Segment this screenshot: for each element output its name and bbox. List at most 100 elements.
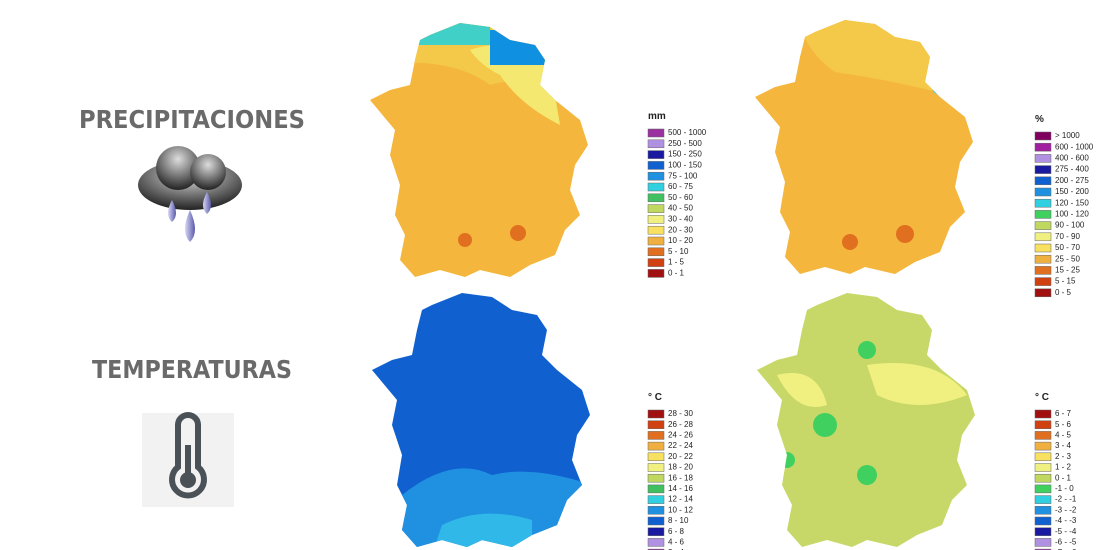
legend-label: 20 - 22 bbox=[668, 452, 693, 461]
legend-label: 5 - 10 bbox=[668, 247, 689, 256]
legend-swatch bbox=[647, 441, 665, 451]
legend-swatch bbox=[1034, 277, 1052, 286]
legend-swatch bbox=[1034, 243, 1052, 253]
legend-swatch bbox=[1034, 431, 1052, 440]
legend-label: 60 - 75 bbox=[668, 182, 693, 191]
legend-swatch bbox=[1034, 210, 1052, 219]
legend-label: 600 - 1000 bbox=[1055, 142, 1094, 151]
legend-unit: % bbox=[1035, 114, 1044, 125]
legend-swatch bbox=[647, 484, 665, 494]
legend-swatch bbox=[647, 193, 665, 203]
legend-label: 2 - 4 bbox=[668, 548, 685, 550]
legend-label: 400 - 600 bbox=[1055, 154, 1089, 163]
legend-swatch bbox=[647, 463, 665, 472]
legend-swatch bbox=[1034, 254, 1052, 264]
legend-swatch bbox=[1034, 484, 1052, 494]
legend-label: 14 - 16 bbox=[668, 484, 693, 493]
legend-label: > 1000 bbox=[1055, 131, 1080, 140]
legend-label: 1 - 2 bbox=[1055, 463, 1072, 472]
legend-label: 50 - 60 bbox=[668, 193, 693, 202]
legend-label: 150 - 250 bbox=[668, 150, 702, 159]
legend-label: -5 - -4 bbox=[1055, 527, 1077, 536]
thermometer-icon bbox=[142, 412, 234, 507]
legend-label: 275 - 400 bbox=[1055, 165, 1089, 174]
legend-swatch bbox=[647, 506, 665, 515]
legend-swatch bbox=[1034, 288, 1052, 298]
legend-swatch bbox=[1034, 506, 1052, 515]
legend-swatch bbox=[1034, 266, 1052, 275]
legend-label: 3 - 4 bbox=[1055, 441, 1072, 450]
legend-label: 0 - 1 bbox=[1055, 473, 1072, 482]
legend-label: 12 - 14 bbox=[668, 495, 693, 504]
legend-label: 6 - 8 bbox=[668, 527, 685, 536]
legend-swatch bbox=[1034, 165, 1052, 174]
legend-label: 2 - 3 bbox=[1055, 452, 1072, 461]
legend-label: 16 - 18 bbox=[668, 473, 693, 482]
legend-label: 0 - 1 bbox=[668, 269, 685, 278]
legend-label: 25 - 50 bbox=[1055, 254, 1080, 263]
legend-label: 4 - 5 bbox=[1055, 431, 1072, 440]
legend-swatch bbox=[1034, 463, 1052, 472]
legend-label: 10 - 12 bbox=[668, 505, 693, 514]
legend-label: 90 - 100 bbox=[1055, 221, 1085, 230]
legend-label: -1 - 0 bbox=[1055, 484, 1074, 493]
legend-label: 0 - 5 bbox=[1055, 288, 1072, 297]
legend-swatch bbox=[647, 495, 665, 504]
legend-swatch bbox=[647, 139, 665, 149]
legend-swatch bbox=[647, 527, 665, 536]
legend-label: 10 - 20 bbox=[668, 236, 693, 245]
legend-swatch bbox=[1034, 441, 1052, 451]
legend-swatch bbox=[647, 473, 665, 483]
legend-swatch bbox=[647, 215, 665, 224]
legend-label: 250 - 500 bbox=[668, 139, 702, 148]
legend-label: -2 - -1 bbox=[1055, 495, 1077, 504]
legend-swatch bbox=[647, 247, 665, 257]
legend-unit: mm bbox=[648, 111, 666, 122]
legend-swatch bbox=[647, 258, 665, 267]
legend-label: 4 - 6 bbox=[668, 538, 685, 547]
legend-swatch bbox=[647, 269, 665, 278]
map bbox=[757, 293, 975, 547]
legend-label: 8 - 10 bbox=[668, 516, 689, 525]
legend-unit: ° C bbox=[1035, 392, 1049, 403]
rain-icon bbox=[138, 146, 242, 242]
legend-swatch bbox=[647, 150, 665, 159]
legend-swatch bbox=[1034, 187, 1052, 197]
legend-label: 50 - 70 bbox=[1055, 243, 1080, 252]
legend-label: 100 - 150 bbox=[668, 161, 702, 170]
legend-label: 1 - 5 bbox=[668, 258, 685, 267]
legend-label: 5 - 15 bbox=[1055, 277, 1076, 286]
legend-swatch bbox=[1034, 154, 1052, 163]
legend-swatch bbox=[1034, 232, 1052, 242]
legend-label: 500 - 1000 bbox=[668, 128, 707, 137]
legend-label: 150 - 200 bbox=[1055, 187, 1089, 196]
legend-label: 75 - 100 bbox=[668, 171, 698, 180]
legend-label: 28 - 30 bbox=[668, 409, 693, 418]
legend-swatch bbox=[647, 409, 665, 419]
legend-swatch bbox=[1034, 473, 1052, 483]
legend-label: 22 - 24 bbox=[668, 441, 693, 450]
legend-label: 18 - 20 bbox=[668, 463, 693, 472]
legend-label: 70 - 90 bbox=[1055, 232, 1080, 241]
legend-label: 5 - 6 bbox=[1055, 420, 1072, 429]
legend-swatch bbox=[1034, 409, 1052, 419]
legend-label: 40 - 50 bbox=[668, 204, 693, 213]
legend-label: 15 - 25 bbox=[1055, 266, 1080, 275]
legend-swatch bbox=[647, 182, 665, 192]
map bbox=[370, 23, 588, 277]
section-title: TEMPERATURAS bbox=[92, 355, 292, 384]
legend-swatch bbox=[647, 420, 665, 429]
map bbox=[372, 293, 590, 547]
legend-label: 100 - 120 bbox=[1055, 210, 1089, 219]
legend-swatch bbox=[1034, 142, 1052, 152]
legend-unit: ° C bbox=[648, 392, 662, 403]
legend-swatch bbox=[647, 161, 665, 170]
section-title: PRECIPITACIONES bbox=[79, 105, 305, 134]
legend-swatch bbox=[1034, 527, 1052, 536]
legend-label: 24 - 26 bbox=[668, 431, 693, 440]
legend-swatch bbox=[647, 431, 665, 440]
legend-label: 30 - 40 bbox=[668, 215, 693, 224]
legend-swatch bbox=[647, 204, 665, 213]
